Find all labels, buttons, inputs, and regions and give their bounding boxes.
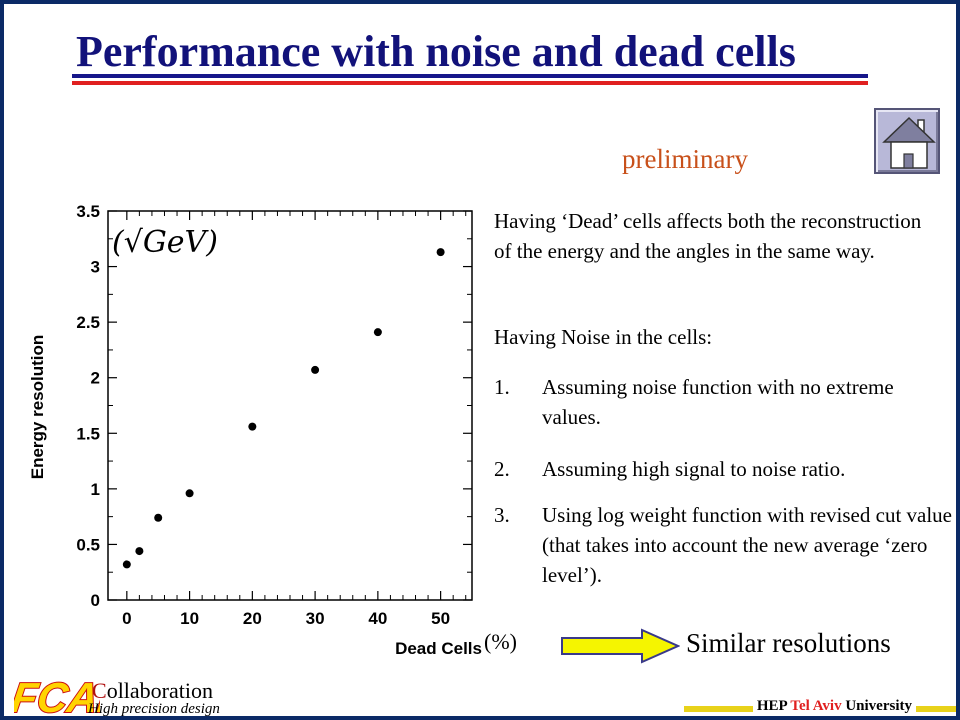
fcal-logo-text: FCAL	[14, 674, 100, 718]
energy-resolution-chart: (√GeV) 0 0.5 1 1.5 2 2.5 3 3.5 0 10 20 30 40 50 Ener…	[28, 202, 482, 658]
data-point	[373, 328, 382, 337]
y-tick-label: 1.5	[76, 424, 100, 443]
collab-initial: C	[92, 678, 107, 703]
dead-cells-paragraph: Having ‘Dead’ cells affects both the rec…	[494, 209, 922, 263]
preliminary-label: preliminary	[622, 144, 748, 174]
list-number: 1.	[494, 375, 510, 399]
x-tick-label: 0	[122, 609, 131, 628]
collaboration-label: Collaboration	[92, 678, 213, 704]
noise-paragraph: Having Noise in the cells:	[494, 325, 713, 349]
x-tick-label: 30	[306, 609, 325, 628]
conclusion-text: Similar resolutions	[686, 628, 891, 658]
y-tick-label: 2.5	[76, 313, 100, 332]
home-button[interactable]	[874, 108, 940, 174]
x-axis-label: Dead Cells	[395, 639, 482, 658]
plot-frame	[107, 210, 473, 601]
percent-label: (%)	[484, 629, 517, 654]
y-tick-label: 2	[91, 369, 100, 388]
title-underline-red	[72, 81, 868, 85]
page-title: Performance with noise and dead cells	[76, 27, 796, 76]
y-tick-label: 1	[91, 480, 100, 499]
house-icon	[882, 116, 936, 169]
data-point	[135, 547, 144, 556]
unit-annotation: (√GeV)	[112, 225, 218, 260]
list-text: Assuming noise function with no extreme …	[542, 375, 894, 429]
collab-rest: ollaboration	[106, 678, 213, 703]
right-arrow-icon	[561, 628, 680, 664]
univ-post: University	[841, 698, 912, 714]
data-point	[436, 248, 445, 257]
data-point	[122, 560, 131, 569]
data-point	[154, 513, 163, 522]
list-text: Using log weight function with revised c…	[542, 503, 953, 587]
data-point	[185, 489, 194, 498]
x-tick-label: 20	[243, 609, 262, 628]
fcal-logo: FCAL	[14, 673, 100, 718]
tagline: High precision design	[88, 701, 220, 717]
y-tick-label: 0	[91, 591, 100, 610]
list-number: 3.	[494, 503, 510, 527]
univ-pre: HEP	[756, 698, 791, 714]
y-axis-label: Energy resolution	[28, 335, 47, 480]
x-tick-label: 10	[180, 609, 199, 628]
y-tick-label: 0.5	[76, 535, 100, 554]
data-point	[311, 365, 320, 374]
y-tick-label: 3.5	[76, 202, 100, 221]
title-underline-blue	[72, 74, 868, 78]
x-tick-label: 50	[431, 609, 450, 628]
y-tick-label: 3	[91, 258, 100, 277]
list-text: Assuming high signal to noise ratio.	[542, 457, 846, 481]
university-label: HEP Tel Aviv University	[752, 698, 916, 715]
data-point	[248, 422, 257, 431]
x-tick-label: 40	[368, 609, 387, 628]
univ-accent: Tel Aviv	[790, 698, 842, 714]
list-number: 2.	[494, 457, 510, 481]
